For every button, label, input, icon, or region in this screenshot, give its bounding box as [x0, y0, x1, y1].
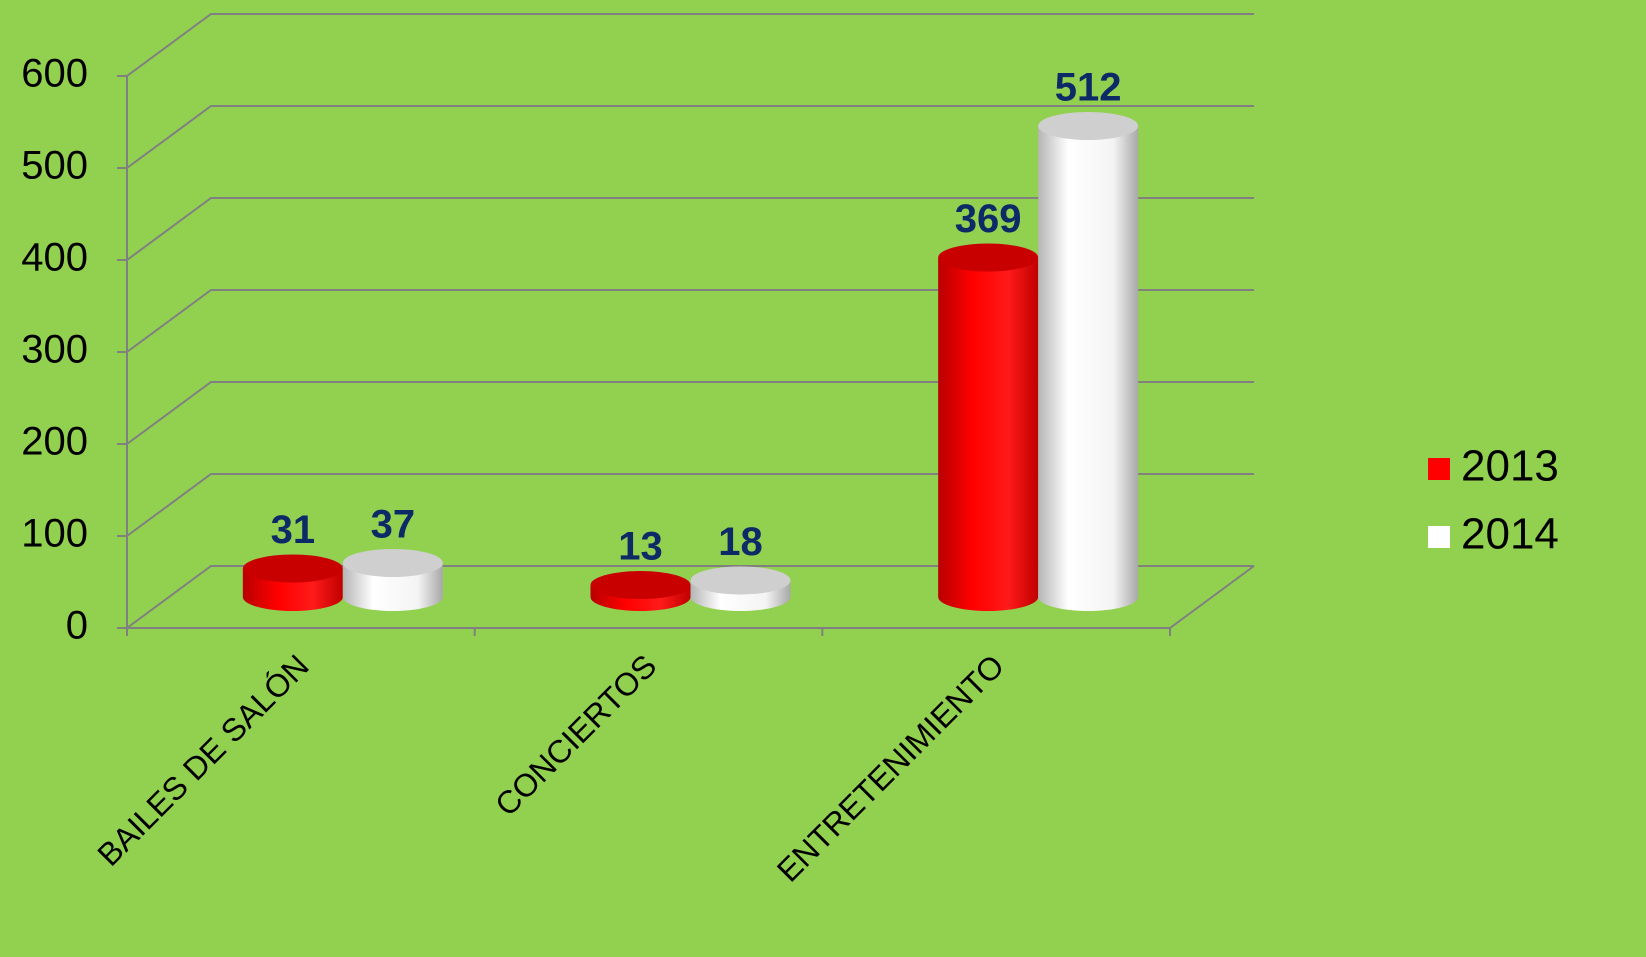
y-tick-label: 100 [21, 512, 88, 556]
bar-top [342, 548, 443, 577]
legend-swatch [1428, 526, 1450, 548]
y-tick-label: 400 [21, 236, 88, 280]
bar [1038, 125, 1139, 612]
bar-top [690, 566, 791, 595]
grid-line [126, 197, 1254, 261]
grid-line [126, 289, 1254, 353]
grid-line [126, 565, 1254, 629]
value-label: 13 [618, 525, 663, 569]
value-label: 18 [718, 520, 763, 564]
x-tick-label: CONCIERTOS [488, 647, 663, 822]
bar-top [242, 554, 343, 583]
grid-line [126, 105, 1254, 169]
y-tick-label: 200 [21, 420, 88, 464]
x-tick-label: BAILES DE SALÓN [90, 647, 315, 872]
y-tick-label: 300 [21, 328, 88, 372]
y-tick-label: 500 [21, 144, 88, 188]
x-tick-label: ENTRETENIMIENTO [770, 647, 1011, 888]
bar-top [590, 571, 691, 600]
legend-label: 2014 [1461, 510, 1559, 559]
y-tick-label: 600 [21, 52, 88, 96]
bar-top [938, 243, 1039, 272]
value-label: 37 [371, 503, 416, 547]
grid-line [126, 473, 1254, 537]
legend-label: 2013 [1461, 442, 1559, 491]
bar-top [1038, 111, 1139, 140]
grid-line [126, 381, 1254, 445]
bar [938, 257, 1039, 611]
y-tick-label: 0 [66, 604, 88, 648]
value-label: 31 [271, 508, 316, 552]
legend-swatch [1428, 458, 1450, 480]
grid-line [126, 13, 1254, 77]
value-label: 369 [955, 197, 1022, 241]
value-label: 512 [1055, 66, 1122, 110]
